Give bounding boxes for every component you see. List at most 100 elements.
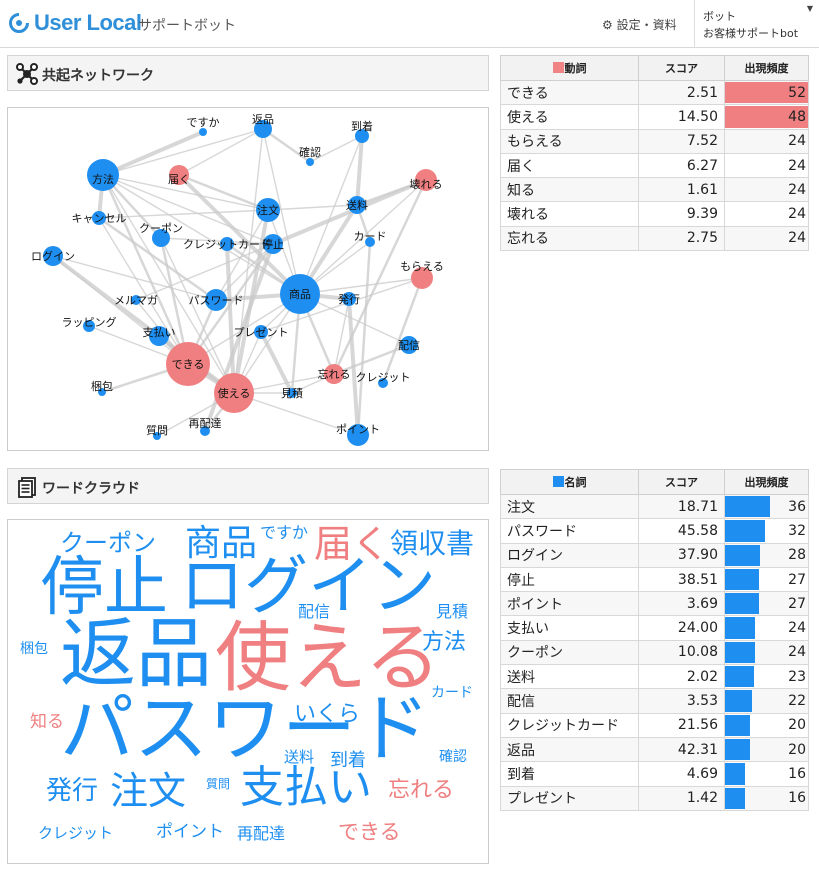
network-node[interactable] xyxy=(220,237,234,251)
cloud-word[interactable]: 配信 xyxy=(298,602,331,621)
settings-link[interactable]: ⚙ 設定・資料 xyxy=(602,18,677,32)
table-row[interactable]: ログイン 37.90 28 xyxy=(500,542,809,568)
score-column-header[interactable]: スコア xyxy=(638,469,725,495)
network-node[interactable] xyxy=(214,373,254,413)
table-row[interactable]: 支払い 24.00 24 xyxy=(500,615,809,641)
cloud-word[interactable]: 停止 xyxy=(40,551,168,625)
verb-column-header[interactable]: 動詞 xyxy=(500,55,639,81)
network-node[interactable] xyxy=(87,159,119,191)
table-row[interactable]: もらえる 7.52 24 xyxy=(500,128,809,154)
cloud-word[interactable]: 届く xyxy=(314,522,391,566)
network-node[interactable] xyxy=(348,196,366,214)
table-row[interactable]: クーポン 10.08 24 xyxy=(500,639,809,666)
table-row[interactable]: 返品 42.31 20 xyxy=(500,736,809,763)
network-node[interactable] xyxy=(280,274,320,314)
network-node[interactable] xyxy=(205,289,227,311)
network-node[interactable] xyxy=(365,237,375,247)
cloud-word[interactable]: 使える xyxy=(215,613,441,702)
cloud-word[interactable]: 再配達 xyxy=(237,824,286,843)
score-column-header[interactable]: スコア xyxy=(638,55,725,81)
network-node[interactable] xyxy=(263,234,283,254)
network-node[interactable] xyxy=(254,325,268,339)
network-node[interactable] xyxy=(287,388,297,398)
network-node[interactable] xyxy=(83,320,95,332)
table-row[interactable]: できる 2.51 52 xyxy=(500,79,809,106)
cloud-word[interactable]: クーポン xyxy=(60,529,156,557)
network-node[interactable] xyxy=(98,388,106,396)
cloud-word[interactable]: 注文 xyxy=(110,769,187,813)
cloud-word[interactable]: ですか xyxy=(260,523,309,542)
word-cell: クーポン xyxy=(500,639,639,666)
table-row[interactable]: プレゼント 1.42 16 xyxy=(500,785,809,811)
cloud-word[interactable]: 領収書 xyxy=(390,527,475,560)
frequency-bar xyxy=(725,496,770,518)
network-panel-body: ですか 返品 到着 確認 方法 届く 壊れる キャンセル 送料 注文 クーポン クレジットカード 停止 カ… xyxy=(7,107,489,451)
cloud-word[interactable]: 質問 xyxy=(206,777,231,791)
noun-column-header[interactable]: 名詞 xyxy=(500,469,639,495)
cloud-word[interactable]: 忘れる xyxy=(388,778,455,803)
cloud-word[interactable]: 送料 xyxy=(284,748,315,766)
network-node[interactable] xyxy=(415,169,437,191)
table-row[interactable]: 知る 1.61 24 xyxy=(500,177,809,203)
cloud-word[interactable]: ログイン xyxy=(180,550,436,624)
bot-selector[interactable]: ボット お客様サポートbot ▼ xyxy=(695,0,819,48)
table-row[interactable]: 配信 3.53 22 xyxy=(500,688,809,714)
network-node[interactable] xyxy=(355,129,369,143)
frequency-column-header[interactable]: 出現頻度 xyxy=(724,55,809,81)
cloud-word[interactable]: 確認 xyxy=(439,749,467,765)
network-node[interactable] xyxy=(378,378,388,388)
network-node[interactable] xyxy=(256,198,280,222)
network-node[interactable] xyxy=(324,364,344,384)
cloud-word[interactable]: できる xyxy=(338,820,401,844)
score-cell: 45.58 xyxy=(638,518,725,544)
cloud-word[interactable]: クレジット xyxy=(38,824,114,842)
table-row[interactable]: クレジットカード 21.56 20 xyxy=(500,712,809,738)
cloud-word[interactable]: ポイント xyxy=(156,822,224,842)
table-row[interactable]: 送料 2.02 23 xyxy=(500,664,809,690)
cloud-word[interactable]: 方法 xyxy=(422,630,467,655)
table-row[interactable]: ポイント 3.69 27 xyxy=(500,591,809,617)
network-node[interactable] xyxy=(166,342,210,386)
network-node[interactable] xyxy=(153,432,161,440)
table-row[interactable]: パスワード 45.58 32 xyxy=(500,518,809,544)
network-node[interactable] xyxy=(306,158,314,166)
table-row[interactable]: 届く 6.27 24 xyxy=(500,152,809,179)
cloud-word[interactable]: 返品 xyxy=(60,609,212,698)
table-row[interactable]: 使える 14.50 48 xyxy=(500,104,809,130)
cloud-word[interactable]: 梱包 xyxy=(20,641,48,657)
network-node[interactable] xyxy=(254,120,272,138)
cloud-word[interactable]: 商品 xyxy=(185,523,258,564)
cloud-word[interactable]: 到着 xyxy=(330,750,366,771)
table-row[interactable]: 忘れる 2.75 24 xyxy=(500,225,809,252)
network-node[interactable] xyxy=(200,426,210,436)
network-node[interactable] xyxy=(131,295,141,305)
cloud-word[interactable]: 支払い xyxy=(240,762,372,813)
frequency-cell: 52 xyxy=(724,79,809,106)
network-node[interactable] xyxy=(347,424,369,446)
cloud-word[interactable]: いくら xyxy=(294,702,361,727)
cloud-word[interactable]: 発行 xyxy=(46,776,99,806)
network-node[interactable] xyxy=(199,128,207,136)
network-node[interactable] xyxy=(411,267,433,289)
word-cell: できる xyxy=(500,79,639,106)
cloud-word[interactable]: カード xyxy=(431,685,473,701)
cloud-word[interactable]: 見積 xyxy=(436,602,469,621)
brand-name[interactable]: User Local xyxy=(34,10,142,35)
network-node[interactable] xyxy=(169,165,189,185)
frequency-column-header[interactable]: 出現頻度 xyxy=(724,469,809,495)
network-node[interactable] xyxy=(43,246,63,266)
network-node[interactable] xyxy=(149,326,169,346)
network-node[interactable] xyxy=(92,211,106,225)
network-node[interactable] xyxy=(400,336,418,354)
score-cell: 42.31 xyxy=(638,736,725,763)
network-node[interactable] xyxy=(342,292,356,306)
table-row[interactable]: 到着 4.69 16 xyxy=(500,761,809,787)
network-node[interactable] xyxy=(152,229,170,247)
table-row[interactable]: 壊れる 9.39 24 xyxy=(500,201,809,227)
cloud-word[interactable]: 知る xyxy=(30,712,64,732)
network-edge xyxy=(102,128,264,176)
cloud-word[interactable]: パスワード xyxy=(60,686,430,772)
table-row[interactable]: 注文 18.71 36 xyxy=(500,493,809,520)
table-row[interactable]: 停止 38.51 27 xyxy=(500,566,809,593)
